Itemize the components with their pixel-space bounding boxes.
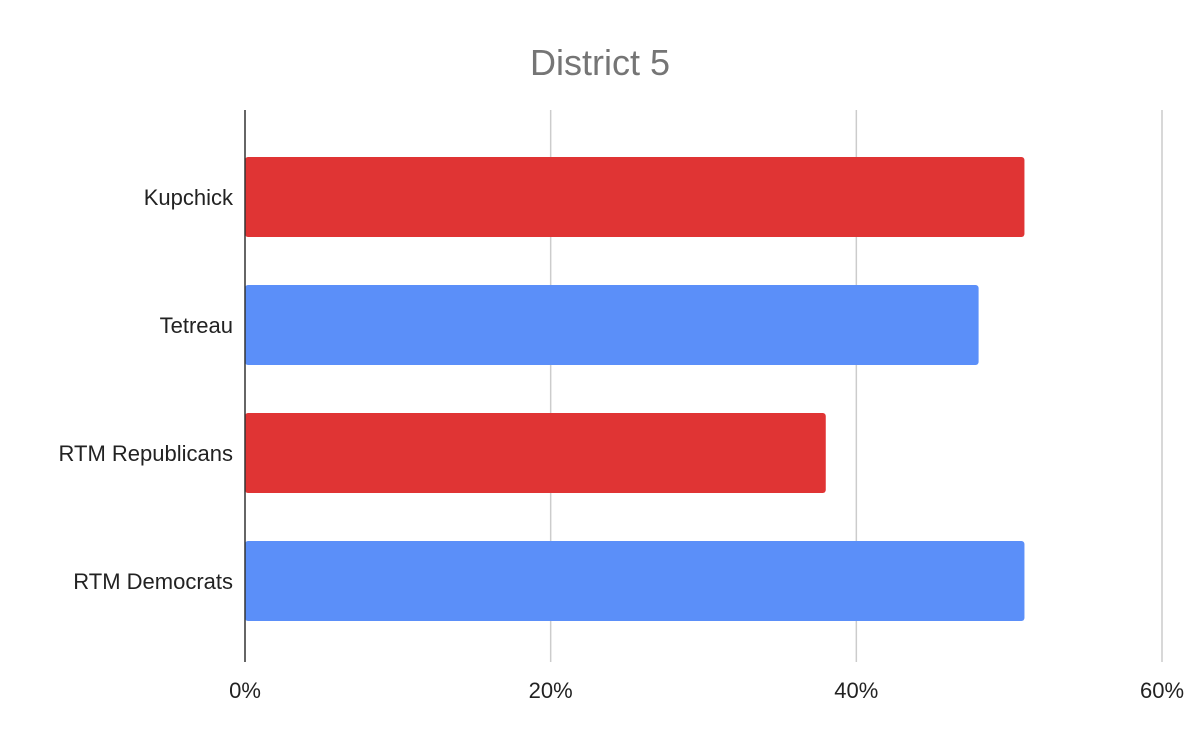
bar-kupchick <box>245 157 1025 237</box>
x-tick-label: 40% <box>834 678 878 703</box>
x-tick-label: 0% <box>229 678 261 703</box>
x-tick-label: 20% <box>529 678 573 703</box>
category-label: Tetreau <box>160 313 233 338</box>
chart-title: District 5 <box>530 42 670 83</box>
category-label: RTM Republicans <box>59 441 233 466</box>
bars <box>245 157 1025 621</box>
x-tick-label: 60% <box>1140 678 1184 703</box>
bar-rtm-republicans <box>245 413 826 493</box>
bar-tetreau <box>245 285 979 365</box>
labels: 0% 20% 40% 60% Kupchick Tetreau RTM Republican… <box>59 185 1184 703</box>
bar-rtm-democrats <box>245 541 1025 621</box>
category-label: Kupchick <box>144 185 234 210</box>
category-label: RTM Democrats <box>73 569 233 594</box>
